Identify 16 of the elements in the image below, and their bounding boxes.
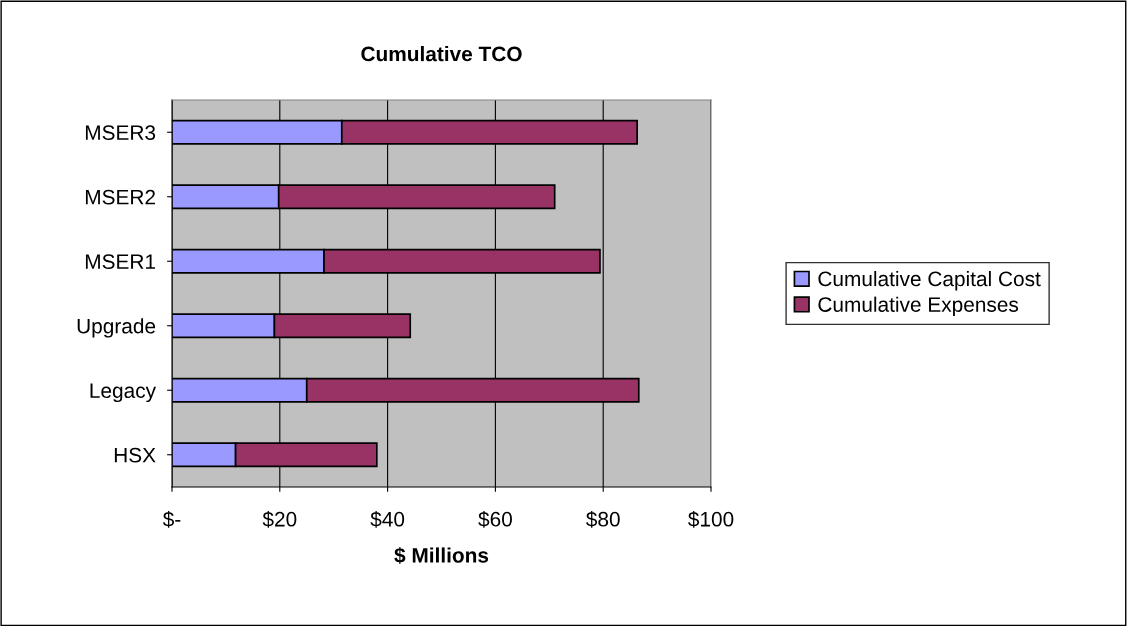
x-tick-label: $20 (262, 510, 297, 528)
y-tick-label: MSER3 (85, 125, 156, 140)
x-tick-label: $- (162, 510, 181, 528)
y-tick-label: MSER1 (85, 254, 156, 269)
x-axis-title: $ Millions (394, 547, 489, 565)
x-tick-label: $100 (688, 510, 734, 528)
x-tick-label: $40 (370, 510, 405, 528)
y-tick-label: Legacy (90, 383, 156, 403)
y-tick-label: MSER2 (85, 189, 155, 205)
x-tick-label: $60 (478, 510, 512, 528)
legend-label: Cumulative Expenses (818, 296, 1019, 317)
y-tick-label: HSX (114, 447, 156, 463)
chart-title: Cumulative TCO (361, 46, 522, 62)
x-tick-label: $80 (586, 510, 620, 528)
y-tick-label: Upgrade (77, 318, 156, 338)
legend-label: Cumulative Capital Cost (818, 270, 1041, 291)
